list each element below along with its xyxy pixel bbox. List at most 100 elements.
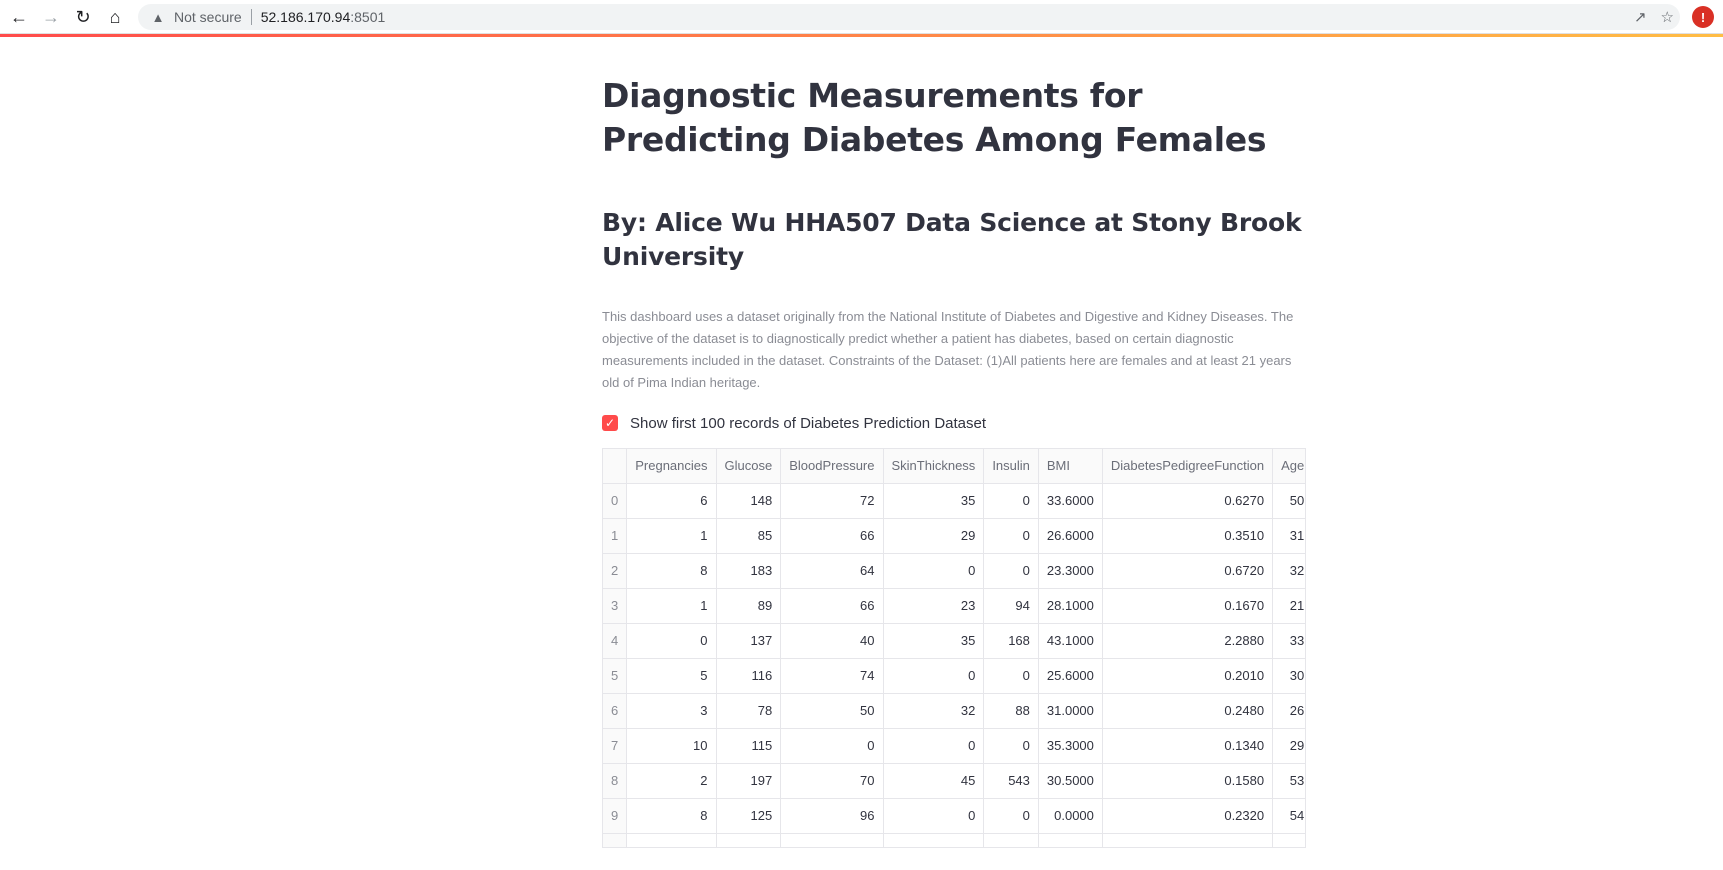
table-cell[interactable]: 0	[983, 798, 1039, 834]
table-cell[interactable]: 0	[983, 483, 1039, 519]
table-row[interactable]: 2 8 183 64 0 0 23.3000 0.6720 32	[603, 553, 1305, 589]
table-cell[interactable]: 40	[780, 623, 884, 659]
column-header[interactable]: Age	[1272, 449, 1305, 484]
table-cell[interactable]: 183	[716, 553, 782, 589]
table-row[interactable]: 0 6 148 72 35 0 33.6000 0.6270 50	[603, 483, 1305, 519]
table-cell[interactable]: 0	[983, 728, 1039, 764]
column-header[interactable]: Insulin	[983, 449, 1039, 484]
address-bar[interactable]: ▲ Not secure 52.186.170.94:8501 ↗ ☆	[138, 4, 1680, 30]
table-cell[interactable]: 35	[883, 483, 985, 519]
table-cell[interactable]: 168	[983, 623, 1039, 659]
table-cell[interactable]: 43.1000	[1038, 623, 1103, 659]
table-cell[interactable]: 88	[983, 693, 1039, 729]
table-cell[interactable]: 35.3000	[1038, 728, 1103, 764]
table-cell[interactable]: 23.3000	[1038, 553, 1103, 589]
warning-icon[interactable]: ▲	[151, 9, 165, 25]
table-cell[interactable]: 0	[626, 623, 717, 659]
table-cell[interactable]: 78	[716, 693, 782, 729]
table-row[interactable]: 3 1 89 66 23 94 28.1000 0.1670 21	[603, 588, 1305, 624]
table-cell[interactable]: 50	[780, 693, 884, 729]
table-cell[interactable]	[626, 833, 717, 847]
table-cell[interactable]: 0	[983, 658, 1039, 694]
table-row[interactable]	[603, 833, 1305, 847]
table-cell[interactable]: 0.2480	[1102, 693, 1274, 729]
table-cell[interactable]: 26.6000	[1038, 518, 1103, 554]
table-cell[interactable]	[1272, 833, 1305, 847]
table-cell[interactable]: 1	[626, 518, 717, 554]
table-cell[interactable]: 26	[1272, 693, 1305, 729]
column-header[interactable]: DiabetesPedigreeFunction	[1102, 449, 1274, 484]
show-records-label[interactable]: Show first 100 records of Diabetes Predi…	[630, 414, 987, 432]
table-row[interactable]: 7 10 115 0 0 0 35.3000 0.1340 29	[603, 728, 1305, 764]
row-index[interactable]: 7	[603, 728, 628, 764]
home-icon[interactable]: ⌂	[109, 6, 121, 27]
table-cell[interactable]: 1	[626, 588, 717, 624]
row-index[interactable]: 4	[603, 623, 628, 659]
bookmark-star-icon[interactable]: ☆	[1660, 9, 1674, 26]
table-cell[interactable]	[716, 833, 782, 847]
table-cell[interactable]: 0.3510	[1102, 518, 1274, 554]
table-cell[interactable]: 35	[883, 623, 985, 659]
url-host[interactable]: 52.186.170.94	[260, 9, 351, 25]
table-row[interactable]: 5 5 116 74 0 0 25.6000 0.2010 30	[603, 658, 1305, 694]
table-cell[interactable]: 0.1580	[1102, 763, 1274, 799]
table-cell[interactable]: 2	[626, 763, 717, 799]
table-cell[interactable]: 74	[780, 658, 884, 694]
row-index[interactable]: 5	[603, 658, 628, 694]
back-arrow-icon[interactable]: ←	[10, 6, 28, 27]
table-cell[interactable]: 0.2010	[1102, 658, 1274, 694]
table-row[interactable]: 6 3 78 50 32 88 31.0000 0.2480 26	[603, 693, 1305, 729]
table-cell[interactable]: 197	[716, 763, 782, 799]
table-cell[interactable]: 30.5000	[1038, 763, 1103, 799]
table-cell[interactable]: 115	[716, 728, 782, 764]
table-cell[interactable]: 125	[716, 798, 782, 834]
table-cell[interactable]: 0	[883, 553, 985, 589]
index-header[interactable]	[603, 449, 628, 484]
table-cell[interactable]: 33.6000	[1038, 483, 1103, 519]
table-cell[interactable]: 66	[780, 518, 884, 554]
table-cell[interactable]	[883, 833, 985, 847]
row-index[interactable]: 8	[603, 763, 628, 799]
table-cell[interactable]: 30	[1272, 658, 1305, 694]
table-cell[interactable]: 53	[1272, 763, 1305, 799]
table-cell[interactable]: 0	[883, 658, 985, 694]
table-cell[interactable]: 6	[626, 483, 717, 519]
table-cell[interactable]: 70	[780, 763, 884, 799]
table-cell[interactable]: 0.6720	[1102, 553, 1274, 589]
security-label[interactable]: Not secure	[174, 9, 242, 25]
dataframe[interactable]: Pregnancies Glucose BloodPressure SkinThick…	[602, 448, 1306, 848]
row-index[interactable]: 1	[603, 518, 628, 554]
table-cell[interactable]: 72	[780, 483, 884, 519]
column-header[interactable]: Glucose	[716, 449, 782, 484]
table-cell[interactable]: 10	[626, 728, 717, 764]
table-cell[interactable]: 32	[1272, 553, 1305, 589]
table-cell[interactable]: 85	[716, 518, 782, 554]
table-cell[interactable]: 28.1000	[1038, 588, 1103, 624]
share-icon[interactable]: ↗	[1633, 9, 1647, 26]
table-cell[interactable]: 31	[1272, 518, 1305, 554]
table-cell[interactable]: 31.0000	[1038, 693, 1103, 729]
table-cell[interactable]	[780, 833, 884, 847]
table-cell[interactable]: 96	[780, 798, 884, 834]
table-cell[interactable]: 0	[883, 728, 985, 764]
table-cell[interactable]: 2.2880	[1102, 623, 1274, 659]
table-cell[interactable]: 89	[716, 588, 782, 624]
table-cell[interactable]: 21	[1272, 588, 1305, 624]
table-cell[interactable]: 64	[780, 553, 884, 589]
table-cell[interactable]: 23	[883, 588, 985, 624]
table-cell[interactable]: 29	[883, 518, 985, 554]
url-port[interactable]: :8501	[350, 9, 386, 25]
table-cell[interactable]	[983, 833, 1039, 847]
forward-arrow-icon[interactable]: →	[42, 6, 60, 27]
table-row[interactable]: 8 2 197 70 45 543 30.5000 0.1580 53	[603, 763, 1305, 799]
row-index[interactable]: 2	[603, 553, 628, 589]
table-cell[interactable]: 0	[883, 798, 985, 834]
table-cell[interactable]: 5	[626, 658, 717, 694]
table-row[interactable]: 4 0 137 40 35 168 43.1000 2.2880 33	[603, 623, 1305, 659]
table-cell[interactable]: 0	[983, 553, 1039, 589]
table-cell[interactable]: 54	[1272, 798, 1305, 834]
reload-icon[interactable]: ↻	[75, 6, 91, 27]
extension-icon[interactable]: !	[1692, 6, 1714, 28]
table-cell[interactable]: 137	[716, 623, 782, 659]
table-cell[interactable]: 0	[780, 728, 884, 764]
